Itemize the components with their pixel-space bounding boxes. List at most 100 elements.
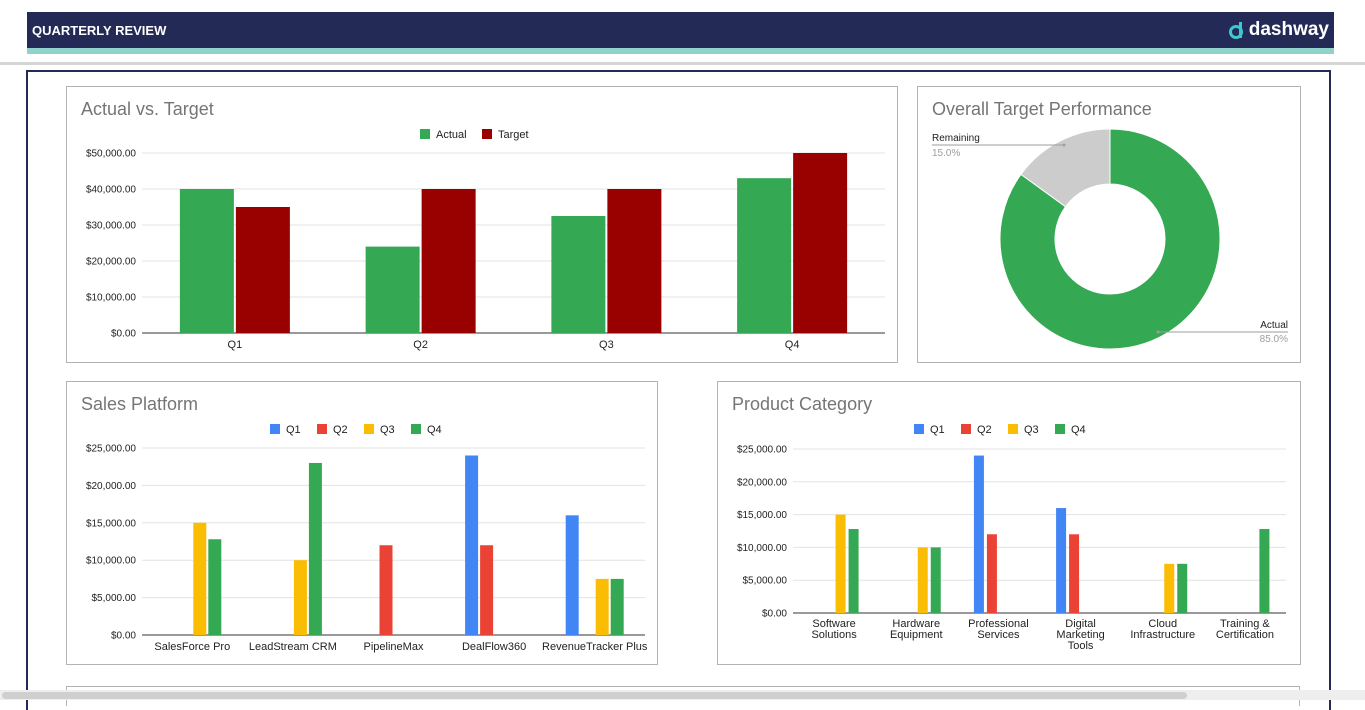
header-bar: QUARTERLY REVIEW dashway	[27, 12, 1334, 48]
x-category-label: Certification	[1216, 629, 1274, 641]
slice-value-label: 85.0%	[1260, 334, 1288, 345]
bar-q4	[610, 578, 624, 635]
legend-swatch	[914, 424, 924, 434]
chart-card-sales-platform: Sales Platform $0.00 $5,000.00 $10,000.00 $…	[66, 381, 658, 665]
label-leader-dot	[1156, 330, 1160, 334]
bar-q1	[973, 455, 984, 613]
legend-swatch	[482, 129, 492, 139]
legend-swatch	[1055, 424, 1065, 434]
y-tick-label: $20,000.00	[86, 257, 136, 268]
label-leader-dot	[1062, 143, 1066, 147]
x-category-label: Q1	[228, 339, 243, 351]
legend-swatch	[364, 424, 374, 434]
report-title: QUARTERLY REVIEW	[32, 23, 167, 38]
legend-label: Actual	[436, 129, 467, 141]
bar-q1	[1056, 508, 1067, 613]
legend-swatch	[420, 129, 430, 139]
y-tick-label: $15,000.00	[737, 510, 787, 521]
slice-value-label: 15.0%	[932, 148, 960, 159]
product-category-chart: $0.00 $5,000.00 $10,000.00 $15,000.00 $20,00…	[737, 424, 1286, 652]
chart-title: Sales Platform	[81, 394, 199, 414]
slice-label: Actual	[1260, 320, 1288, 331]
legend-label: Q3	[380, 424, 395, 436]
y-tick-label: $0.00	[111, 329, 136, 340]
x-category-label: Digital	[1065, 618, 1096, 630]
legend-label: Q2	[333, 424, 348, 436]
donut-slice-remaining	[1020, 128, 1111, 208]
header-accent-stripe	[27, 48, 1334, 54]
bar-q1	[565, 515, 579, 635]
y-tick-label: $5,000.00	[92, 593, 137, 604]
legend-label: Target	[498, 129, 529, 141]
bar-target	[235, 207, 290, 333]
x-category-label: Infrastructure	[1130, 629, 1195, 641]
y-tick-label: $0.00	[111, 631, 136, 642]
legend-label: Q4	[427, 424, 442, 436]
bar-q2	[480, 545, 494, 635]
bar-q1	[465, 455, 479, 635]
bar-actual	[737, 178, 792, 333]
x-category-label: Tools	[1068, 640, 1094, 652]
bar-q4	[848, 529, 859, 613]
bar-q4	[308, 462, 322, 635]
bar-actual	[365, 246, 420, 333]
y-tick-label: $25,000.00	[737, 445, 787, 456]
bar-actual	[179, 189, 234, 333]
x-category-label: Q2	[413, 339, 428, 351]
x-category-label: Services	[977, 629, 1020, 641]
legend-label: Q1	[286, 424, 301, 436]
bar-q3	[917, 547, 928, 613]
donut-slice-actual	[999, 128, 1221, 350]
bar-q2	[379, 545, 393, 635]
chart-card-overall-target: Overall Target Performance Remaining 15.0…	[917, 86, 1301, 363]
bar-q3	[1164, 563, 1175, 613]
legend-swatch	[317, 424, 327, 434]
bar-q3	[293, 560, 307, 635]
x-category-label: Training &	[1220, 618, 1270, 630]
overall-target-donut-chart: Remaining 15.0% Actual 85.0%	[932, 128, 1288, 350]
x-category-label: Hardware	[892, 618, 940, 630]
x-category-label: DealFlow360	[462, 641, 526, 653]
chart-title: Product Category	[732, 394, 873, 414]
x-category-label: SalesForce Pro	[154, 641, 230, 653]
x-category-label: Q3	[599, 339, 614, 351]
dashway-logo-icon	[1228, 22, 1243, 39]
y-tick-label: $20,000.00	[737, 477, 787, 488]
bar-q3	[193, 522, 207, 635]
chart-title: Actual vs. Target	[81, 99, 214, 119]
chart-card-product-category: Product Category $0.00 $5,000.00 $10,000.0…	[717, 381, 1301, 665]
legend-label: Q4	[1071, 424, 1086, 436]
brand-name: dashway	[1248, 19, 1329, 40]
x-category-label: LeadStream CRM	[249, 641, 337, 653]
legend-swatch	[961, 424, 971, 434]
x-category-label: Software	[812, 618, 855, 630]
bar-actual	[551, 216, 606, 333]
bar-q3	[595, 578, 609, 635]
bar-q4	[1259, 529, 1270, 613]
x-category-label: Marketing	[1056, 629, 1104, 641]
bar-q3	[835, 514, 846, 613]
y-tick-label: $10,000.00	[86, 556, 136, 567]
bar-target	[421, 189, 476, 333]
y-tick-label: $30,000.00	[86, 221, 136, 232]
legend-label: Q3	[1024, 424, 1039, 436]
y-tick-label: $15,000.00	[86, 518, 136, 529]
x-category-label: Q4	[785, 339, 800, 351]
x-category-label: Solutions	[811, 629, 857, 641]
x-category-label: Professional	[968, 618, 1029, 630]
brand-logo: dashway	[1228, 19, 1329, 41]
horizontal-scrollbar[interactable]	[0, 690, 1365, 700]
bar-target	[793, 153, 848, 333]
slice-label: Remaining	[932, 133, 980, 144]
y-tick-label: $0.00	[762, 609, 787, 620]
legend-swatch	[411, 424, 421, 434]
bar-q4	[1177, 563, 1188, 613]
legend-swatch	[1008, 424, 1018, 434]
chart-title: Overall Target Performance	[932, 99, 1152, 119]
divider	[0, 62, 1365, 65]
x-category-label: RevenueTracker Plus	[542, 641, 648, 653]
y-tick-label: $25,000.00	[86, 444, 136, 455]
actual-vs-target-chart: $0.00 $10,000.00 $20,000.00 $30,000.00 $40,0…	[86, 129, 885, 351]
legend-swatch	[270, 424, 280, 434]
scrollbar-thumb[interactable]	[2, 692, 1187, 699]
